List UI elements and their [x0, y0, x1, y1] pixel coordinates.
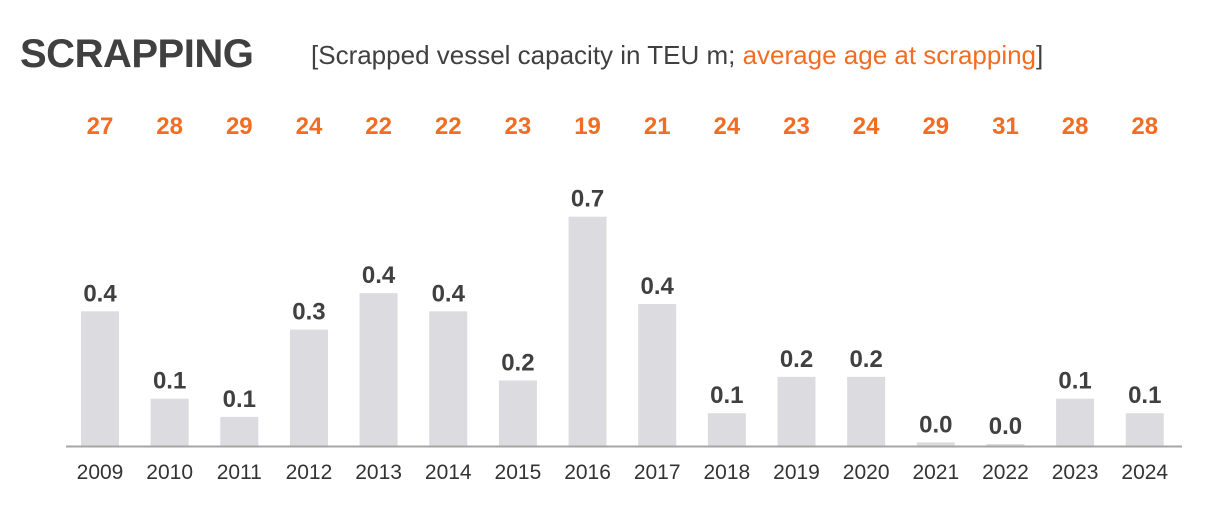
value-label: 0.4 [432, 280, 466, 307]
bar [81, 311, 119, 446]
bar [498, 380, 537, 446]
value-label: 0.0 [989, 413, 1022, 440]
x-tick-label: 2011 [217, 461, 262, 484]
age-label: 28 [156, 113, 183, 140]
bar [916, 442, 955, 446]
age-label: 24 [296, 113, 323, 140]
value-label: 0.1 [1058, 368, 1091, 395]
value-label: 0.2 [780, 346, 813, 373]
subtitle-open: [Scrapped vessel capacity in TEU m; [311, 40, 743, 70]
value-label: 0.4 [83, 280, 117, 307]
subtitle-accent: average age at scrapping [742, 40, 1037, 70]
bar [777, 376, 816, 446]
x-tick-label: 2010 [146, 461, 193, 484]
bar [429, 311, 468, 446]
x-tick-label: 2019 [773, 461, 820, 484]
bar [638, 304, 677, 446]
x-tick-label: 2013 [355, 461, 402, 484]
bar [359, 293, 398, 446]
subtitle-close: ] [1036, 40, 1044, 70]
value-label: 0.2 [501, 349, 534, 376]
age-label: 24 [713, 113, 740, 140]
value-label: 0.0 [919, 411, 952, 438]
age-label: 27 [87, 113, 114, 140]
x-tick-label: 2017 [634, 461, 681, 484]
x-tick-label: 2020 [843, 461, 890, 484]
age-label: 23 [505, 113, 532, 140]
x-tick-label: 2018 [703, 461, 750, 484]
x-tick-label: 2012 [286, 461, 333, 484]
x-tick-label: 2024 [1121, 461, 1168, 484]
value-label: 0.1 [153, 368, 186, 395]
bar [150, 398, 189, 446]
bar [986, 444, 1025, 446]
age-label: 28 [1131, 113, 1158, 140]
bar [1056, 398, 1095, 446]
chart-subtitle: [Scrapped vessel capacity in TEU m; aver… [311, 40, 1043, 71]
age-label: 24 [853, 113, 880, 140]
age-label: 29 [226, 113, 253, 140]
value-label: 0.4 [362, 262, 396, 289]
bar [568, 216, 607, 446]
x-tick-label: 2016 [564, 461, 611, 484]
x-tick-label: 2021 [912, 461, 959, 484]
chart-title: SCRAPPING [20, 32, 254, 76]
age-label: 22 [365, 113, 392, 140]
x-tick-label: 2022 [982, 461, 1029, 484]
value-label: 0.1 [223, 386, 256, 413]
value-label: 0.1 [1128, 382, 1161, 409]
age-label: 31 [992, 113, 1019, 140]
bar [220, 416, 259, 446]
age-label: 21 [644, 113, 671, 140]
age-label: 28 [1062, 113, 1089, 140]
value-label: 0.2 [849, 346, 882, 373]
value-label: 0.1 [710, 382, 743, 409]
bar [1125, 413, 1164, 446]
x-tick-label: 2023 [1052, 461, 1099, 484]
bar [847, 376, 886, 446]
age-label: 22 [435, 113, 462, 140]
value-label: 0.3 [292, 299, 325, 326]
x-tick-label: 2014 [425, 461, 472, 484]
bar [289, 329, 328, 446]
age-label: 29 [922, 113, 949, 140]
value-label: 0.4 [641, 273, 675, 300]
bar [707, 413, 746, 446]
value-label: 0.7 [571, 186, 604, 213]
x-tick-label: 2015 [495, 461, 542, 484]
age-label: 19 [574, 113, 601, 140]
x-tick-label: 2009 [77, 461, 124, 484]
age-label: 23 [783, 113, 810, 140]
